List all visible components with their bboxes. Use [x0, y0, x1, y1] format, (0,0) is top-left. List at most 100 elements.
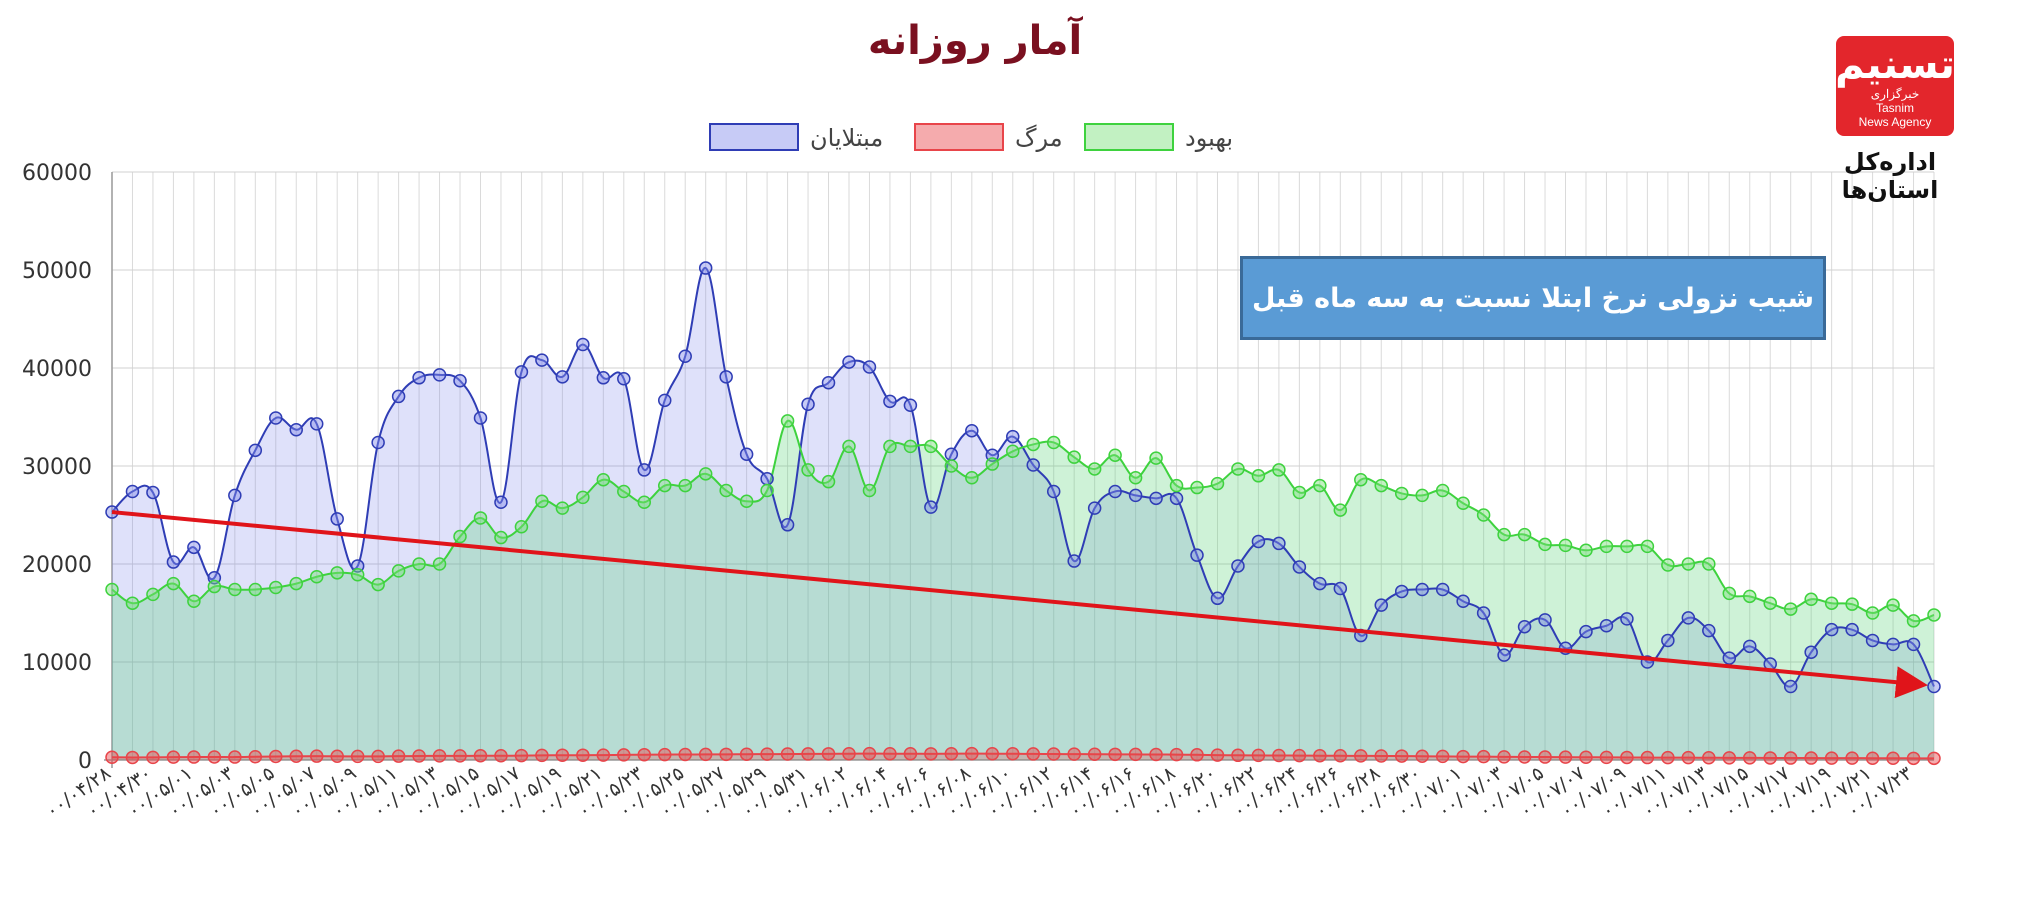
data-point [924, 500, 938, 514]
data-point [269, 580, 283, 595]
data-point [1722, 651, 1737, 665]
data-point [555, 748, 570, 762]
data-point [1415, 488, 1429, 503]
data-point [1906, 614, 1921, 628]
data-point [1517, 619, 1532, 634]
data-point [1804, 645, 1818, 659]
data-point [944, 459, 959, 473]
data-point [1620, 539, 1634, 554]
data-point [1497, 527, 1511, 542]
data-point [269, 411, 283, 425]
y-tick-label: 10000 [22, 651, 92, 676]
data-point [637, 747, 652, 762]
data-point [617, 372, 631, 386]
legend-swatch [1084, 123, 1174, 151]
y-axis: 0 10000 20000 30000 40000 50000 60000 [22, 161, 1934, 774]
data-point [801, 397, 815, 412]
data-point [289, 749, 303, 764]
data-point [862, 360, 877, 374]
data-point [1128, 747, 1143, 762]
data-point [1251, 748, 1266, 763]
data-point [1108, 448, 1122, 462]
data-point [1783, 679, 1798, 694]
data-point [1824, 622, 1839, 637]
data-point [1149, 491, 1163, 506]
data-point [1149, 451, 1163, 465]
data-point [453, 373, 467, 388]
series-line-2 [111, 419, 1935, 623]
trend-line [111, 510, 1928, 699]
data-point [760, 471, 774, 486]
data-point [228, 582, 242, 597]
data-point [1804, 751, 1818, 765]
legend-label: مرگ [1015, 124, 1063, 152]
data-point [1006, 746, 1020, 761]
data-point [842, 355, 856, 369]
chart-title: آمار روزانه [868, 15, 1084, 64]
data-point [1006, 429, 1020, 444]
data-point [1394, 584, 1409, 599]
data-point [1190, 748, 1204, 762]
data-point [371, 435, 385, 450]
data-point [1435, 582, 1450, 597]
data-point [1783, 751, 1798, 765]
data-point [1538, 750, 1552, 764]
data-point [1681, 750, 1696, 765]
data-point [1865, 751, 1880, 765]
legend-swatch [914, 123, 1004, 151]
data-point [494, 495, 508, 510]
logo-line1: خبرگزاری [1870, 87, 1920, 101]
data-point [1865, 606, 1880, 620]
data-point [207, 579, 222, 594]
logo-line2: Tasnim [1875, 101, 1914, 115]
data-point [1702, 557, 1716, 571]
data-point [1333, 581, 1348, 596]
data-point [166, 576, 181, 591]
tasnim-logo: تسنیم خبرگزاری Tasnim News Agency [1835, 36, 1955, 136]
data-point [576, 748, 590, 762]
data-point [1681, 557, 1696, 571]
series-points [105, 261, 1941, 766]
data-point [330, 512, 344, 526]
data-point [1067, 450, 1081, 464]
data-point [862, 483, 877, 498]
data-point [289, 422, 303, 437]
data-point [1333, 749, 1348, 763]
data-point [494, 749, 508, 763]
data-point [1272, 536, 1286, 551]
data-point [1476, 749, 1491, 764]
data-point [432, 557, 447, 571]
data-point [657, 747, 672, 762]
data-point [412, 371, 426, 385]
data-point [1599, 750, 1614, 765]
data-point [1313, 748, 1327, 763]
data-point [1169, 478, 1184, 493]
data-point [883, 394, 897, 409]
data-point [1272, 748, 1286, 763]
data-point [330, 749, 344, 764]
data-point [248, 443, 263, 458]
data-point [1743, 589, 1757, 604]
data-point [1497, 750, 1511, 764]
data-point [719, 370, 733, 384]
data-point [1190, 548, 1204, 562]
legend-swatch [709, 123, 799, 151]
series-line-0 [111, 267, 1935, 688]
data-point [657, 478, 672, 493]
trend-arrow [111, 510, 1928, 699]
data-point [1046, 484, 1061, 499]
data-point [842, 746, 856, 761]
data-point [1824, 596, 1839, 610]
data-point [1456, 594, 1470, 608]
data-point [228, 750, 242, 764]
data-point [965, 471, 979, 485]
data-point [1026, 458, 1040, 472]
data-point [821, 474, 836, 489]
data-point [1313, 478, 1327, 493]
data-point [821, 375, 836, 390]
data-point [1579, 624, 1593, 639]
data-point [678, 478, 692, 493]
data-point [289, 576, 303, 591]
data-point [1415, 749, 1429, 764]
